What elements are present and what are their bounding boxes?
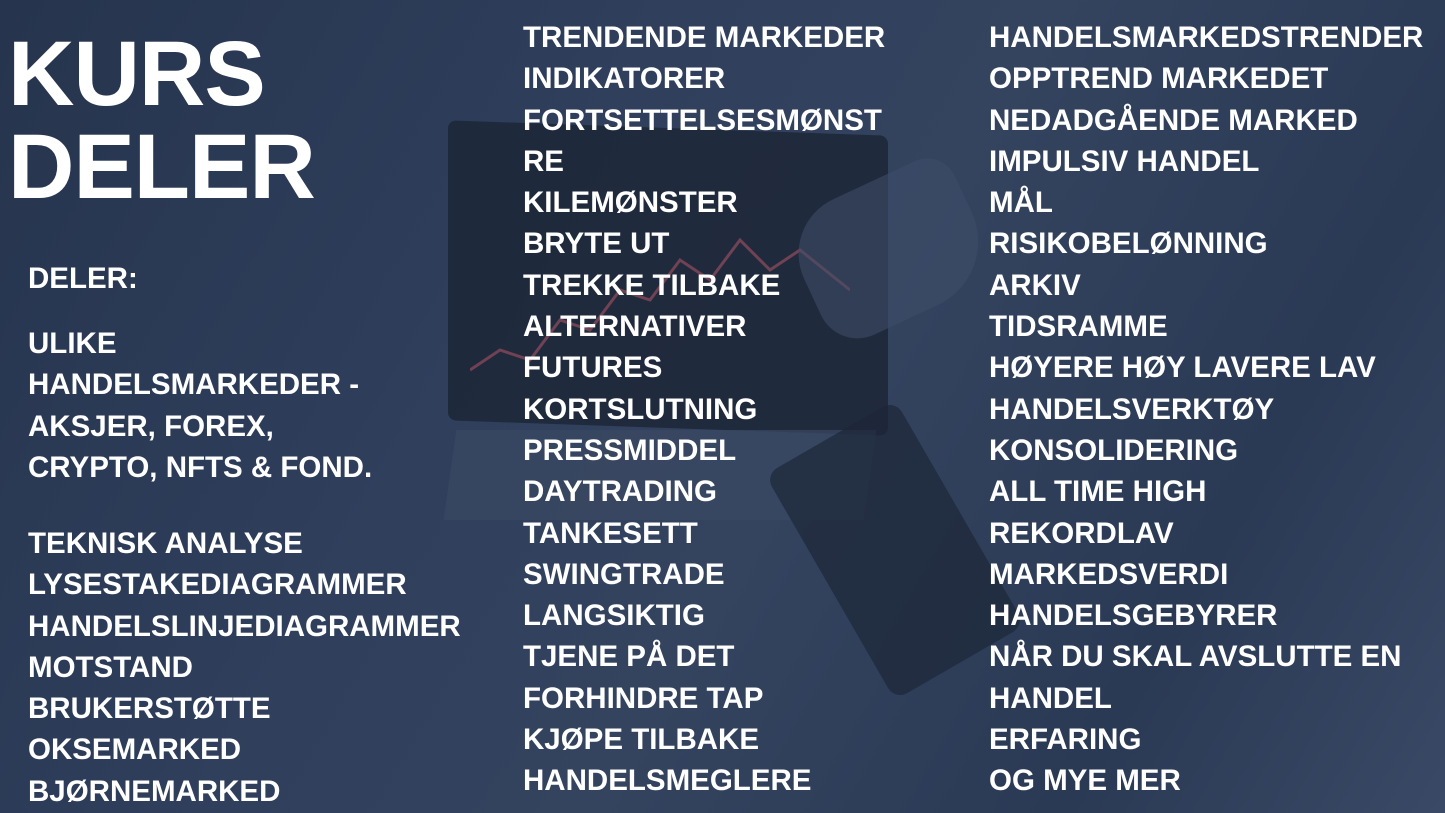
topic-item: MARKEDSVERDI: [989, 557, 1229, 591]
parts-heading: DELER:: [28, 258, 138, 299]
topic-item: OPPTREND MARKEDET: [989, 62, 1329, 96]
intro-line: AKSJER, FOREX,: [28, 409, 274, 443]
topic-item: REKORDLAV: [989, 516, 1174, 550]
topic-item: NÅR DU SKAL AVSLUTTE EN: [989, 640, 1402, 674]
topic-item: BRUKERSTØTTE: [28, 692, 271, 726]
heading-text: DELER:: [28, 262, 138, 295]
topic-item: HANDELSVERKTØY: [989, 392, 1275, 426]
topic-item: IMPULSIV HANDEL: [989, 144, 1260, 178]
topic-item: FORTSETTELSESMØNST: [523, 103, 882, 137]
topic-item: TRENDENDE MARKEDER: [523, 21, 886, 54]
topic-item: OKSEMARKED: [28, 733, 242, 767]
topic-item: DAYTRADING: [523, 475, 717, 509]
middle-topic-list: TRENDENDE MARKEDER INDIKATORER FORTSETTELS…: [523, 17, 885, 802]
topic-item: HANDELSMEGLERE: [523, 764, 812, 798]
topic-item: TEKNISK ANALYSE: [28, 527, 303, 560]
right-topic-list: HANDELSMARKEDSTRENDER OPPTREND MARKEDET NE…: [989, 17, 1423, 802]
topic-item: PRESSMIDDEL: [523, 433, 737, 467]
intro-line: ULIKE: [28, 327, 117, 360]
topic-item: TJENE PÅ DET: [523, 640, 735, 674]
topic-item: TANKESETT: [523, 516, 698, 550]
topic-item: HANDELSGEBYRER: [989, 599, 1278, 633]
topic-item: MÅL: [989, 186, 1053, 220]
topic-item: RE: [523, 144, 564, 178]
topic-item: RISIKOBELØNNING: [989, 227, 1268, 261]
title-line: DELER: [8, 116, 316, 218]
page-title: KURS DELER: [8, 23, 316, 218]
topic-item: BJØRNEMARKED: [28, 774, 281, 808]
topic-item: FUTURES: [523, 351, 663, 385]
topic-item: MOTSTAND: [28, 650, 193, 684]
topic-item: HANDEL: [989, 681, 1112, 715]
topic-item: HANDELSLINJEDIAGRAMMER: [28, 609, 461, 643]
left-topic-list: TEKNISK ANALYSE LYSESTAKEDIAGRAMMER HANDEL…: [28, 523, 461, 812]
topic-item: OG MYE MER: [989, 764, 1181, 798]
title-line: KURS: [8, 23, 266, 125]
topic-item: BRYTE UT: [523, 227, 670, 261]
topic-item: LANGSIKTIG: [523, 599, 705, 633]
topic-item: ERFARING: [989, 723, 1142, 757]
topic-item: KJØPE TILBAKE: [523, 723, 760, 757]
topic-item: KONSOLIDERING: [989, 433, 1239, 467]
intro-line: CRYPTO, NFTS & FOND.: [28, 450, 373, 484]
topic-item: TREKKE TILBAKE: [523, 268, 781, 302]
intro-line: HANDELSMARKEDER -: [28, 368, 360, 402]
topic-item: KILEMØNSTER: [523, 186, 738, 220]
topic-item: LYSESTAKEDIAGRAMMER: [28, 568, 407, 602]
background-chart-image: [470, 237, 850, 372]
topic-item: KORTSLUTNING: [523, 392, 758, 426]
topic-item: TIDSRAMME: [989, 310, 1168, 344]
topic-item: HANDELSMARKEDSTRENDER: [989, 21, 1424, 54]
topic-item: FORHINDRE TAP: [523, 681, 764, 715]
topic-item: ALL TIME HIGH: [989, 475, 1207, 509]
topic-item: ALTERNATIVER: [523, 310, 747, 344]
intro-text: ULIKE HANDELSMARKEDER - AKSJER, FOREX, C…: [28, 323, 372, 488]
topic-item: HØYERE HØY LAVERE LAV: [989, 351, 1376, 385]
topic-item: INDIKATORER: [523, 62, 726, 96]
topic-item: ARKIV: [989, 268, 1081, 302]
topic-item: SWINGTRADE: [523, 557, 725, 591]
topic-item: NEDADGÅENDE MARKED: [989, 103, 1358, 137]
